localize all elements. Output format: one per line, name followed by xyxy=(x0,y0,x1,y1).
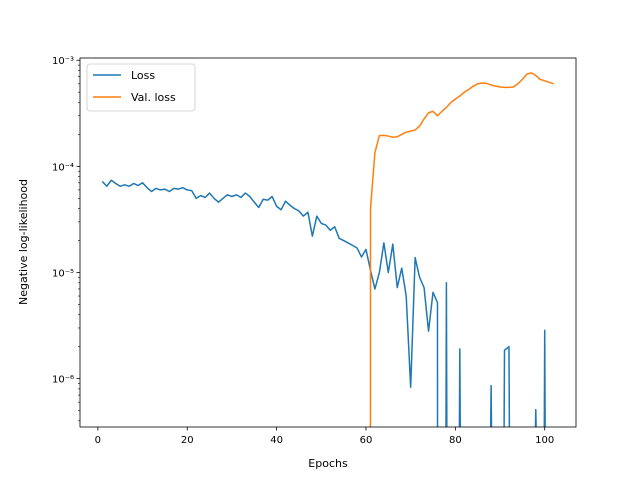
y-tick-label: 10⁻⁵ xyxy=(52,268,74,279)
plot-frame xyxy=(79,57,577,428)
x-tick-label: 60 xyxy=(360,435,373,446)
series-layer xyxy=(101,72,554,427)
y-tick-label: 10⁻⁴ xyxy=(52,162,74,173)
plot-area xyxy=(80,58,576,427)
x-axis-label: Epochs xyxy=(308,457,348,470)
x-tick-label: 80 xyxy=(449,435,462,446)
y-axis-minor-ticks xyxy=(78,64,80,422)
series-line-val-loss xyxy=(369,72,554,427)
x-tick-label: 0 xyxy=(95,435,101,446)
legend: Loss Val. loss xyxy=(86,63,196,112)
series-line-loss xyxy=(101,179,546,427)
x-tick-label: 40 xyxy=(270,435,283,446)
y-tick-label: 10⁻³ xyxy=(52,56,74,67)
x-tick-label: 100 xyxy=(535,435,554,446)
legend-label-loss: Loss xyxy=(131,69,155,82)
x-axis: 0 20 40 60 80 100 xyxy=(95,427,554,446)
legend-label-val-loss: Val. loss xyxy=(131,91,176,104)
y-tick-label: 10⁻⁶ xyxy=(52,375,74,386)
y-axis-label: Negative log-likelihood xyxy=(17,179,30,305)
x-tick-label: 20 xyxy=(181,435,194,446)
y-axis: 10⁻⁶ 10⁻⁵ 10⁻⁴ 10⁻³ xyxy=(52,56,80,386)
